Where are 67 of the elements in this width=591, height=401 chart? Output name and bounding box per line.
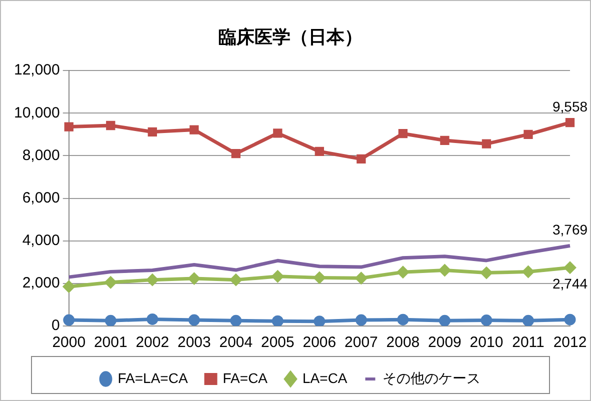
y-tick-label: 0 xyxy=(52,317,60,334)
point xyxy=(272,270,284,282)
point xyxy=(397,314,409,326)
x-tick-label: 2000 xyxy=(52,334,86,352)
legend-label: LA=CA xyxy=(302,370,348,386)
point xyxy=(564,262,576,274)
point xyxy=(564,314,576,326)
y-tick-label: 2,000 xyxy=(22,274,60,292)
x-tick-label: 2005 xyxy=(260,334,294,352)
legend-label: FA=LA=CA xyxy=(118,370,188,386)
x-tick-label: 2002 xyxy=(136,334,170,352)
point xyxy=(104,314,116,326)
x-tick-label: 2004 xyxy=(219,334,253,352)
point xyxy=(482,139,492,148)
point xyxy=(565,118,575,128)
point xyxy=(146,274,158,286)
point xyxy=(188,272,200,284)
y-tick-label: 8,000 xyxy=(22,146,60,164)
y-tick-label: 6,000 xyxy=(22,189,60,206)
legend-label: FA=CA xyxy=(222,370,268,386)
x-tick-label: 2009 xyxy=(428,334,462,352)
point xyxy=(356,154,366,164)
point xyxy=(106,120,116,130)
y-tick-label: 4,000 xyxy=(22,232,60,250)
point xyxy=(480,314,492,326)
point xyxy=(522,314,534,326)
point xyxy=(522,266,534,278)
legend-label: その他のケース xyxy=(382,370,480,386)
data-label: 2,744 xyxy=(552,275,588,292)
point xyxy=(398,129,408,138)
point xyxy=(314,316,326,326)
point xyxy=(438,264,450,276)
point xyxy=(230,314,242,326)
data-label: 9,558 xyxy=(552,98,588,114)
point xyxy=(355,272,367,284)
y-tick-label: 10,000 xyxy=(14,104,60,122)
point xyxy=(64,122,74,132)
point xyxy=(273,128,282,138)
x-tick-label: 2012 xyxy=(553,334,587,352)
point xyxy=(397,266,409,278)
point xyxy=(63,314,75,326)
x-tick-label: 2010 xyxy=(470,334,504,352)
point xyxy=(438,314,450,326)
point xyxy=(190,125,199,134)
point xyxy=(231,149,240,158)
y-tick-label: 12,000 xyxy=(14,62,60,79)
point xyxy=(480,267,492,279)
x-tick-label: 2011 xyxy=(512,334,544,352)
x-tick-label: 2003 xyxy=(177,334,211,352)
point xyxy=(63,280,75,292)
point xyxy=(104,276,116,288)
x-tick-label: 2007 xyxy=(344,334,378,352)
point xyxy=(314,146,324,156)
point xyxy=(148,127,157,136)
x-tick-label: 2008 xyxy=(386,334,420,352)
chart-title: 臨床医学（日本） xyxy=(218,26,362,47)
point xyxy=(355,314,367,326)
point xyxy=(146,313,158,325)
data-label: 3,769 xyxy=(552,222,588,238)
point xyxy=(272,315,284,326)
point xyxy=(440,136,450,145)
point xyxy=(314,272,326,284)
point xyxy=(230,274,242,286)
point xyxy=(524,130,533,140)
x-tick-label: 2001 xyxy=(94,334,128,352)
point xyxy=(188,314,200,326)
x-tick-label: 2006 xyxy=(302,334,336,352)
